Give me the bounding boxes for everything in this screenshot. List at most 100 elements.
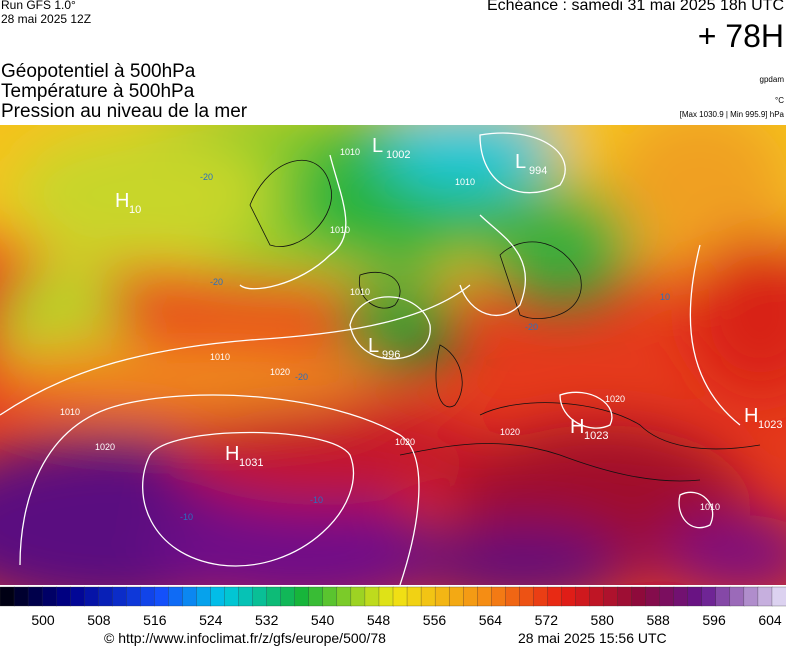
colorbar-swatch	[350, 586, 366, 607]
center-value: 1031	[239, 457, 263, 469]
center-symbol: L	[372, 135, 383, 157]
contour-label: -20	[295, 372, 308, 382]
contour-label: 1020	[270, 367, 290, 377]
colorbar-swatch	[645, 586, 661, 607]
contour-label: -20	[210, 277, 223, 287]
contour-label: 1010	[60, 407, 80, 417]
center-symbol: H	[570, 416, 584, 438]
colorbar-swatch	[280, 586, 296, 607]
contour-label: -10	[310, 495, 323, 505]
colorbar-swatch	[617, 586, 633, 607]
center-symbol: H	[115, 190, 129, 212]
center-value: 1023	[758, 419, 782, 431]
center-value: 1002	[386, 149, 410, 161]
colorbar-swatch	[27, 586, 43, 607]
colorbar-swatch	[631, 586, 647, 607]
colorbar-swatch	[392, 586, 408, 607]
contour-label: 1010	[700, 502, 720, 512]
contour-label: 1010	[455, 177, 475, 187]
colorbar-swatch	[729, 586, 745, 607]
unit: °C	[775, 96, 784, 105]
colorbar-swatch	[252, 586, 268, 607]
colorbar-swatch	[575, 586, 591, 607]
isobars	[0, 132, 741, 585]
colorbar-swatch	[743, 586, 759, 607]
center-value: 996	[382, 349, 400, 361]
colorbar-swatch	[463, 586, 478, 607]
contour-label: 1010	[330, 225, 350, 235]
colorbar-swatch	[168, 586, 184, 607]
run-time: 28 mai 2025 12Z	[1, 12, 92, 26]
colorbar-label: 524	[199, 612, 223, 628]
contour-label: 1010	[350, 287, 370, 297]
colorbar-label: 548	[367, 612, 391, 628]
colorbar-swatch	[519, 586, 535, 607]
colorbar-swatch	[505, 586, 520, 607]
colorbar-swatch	[364, 586, 380, 607]
colorbar-swatch	[547, 586, 563, 607]
colorbar-swatch	[182, 586, 198, 607]
colorbar-swatch	[533, 586, 549, 607]
center-symbol: H	[225, 443, 239, 465]
footer-timestamp: 28 mai 2025 15:56 UTC	[518, 630, 667, 646]
colorbar-label: 556	[423, 612, 447, 628]
colorbar-swatch	[336, 586, 352, 607]
center-symbol: L	[368, 335, 379, 357]
colorbar-swatch	[701, 586, 717, 607]
colorbar-swatch	[603, 586, 619, 607]
contour-label: 10	[660, 292, 670, 302]
colorbar-swatch	[771, 586, 786, 607]
colorbar-swatch	[266, 586, 282, 607]
colorbar-label: 532	[255, 612, 279, 628]
colorbar-label: 516	[143, 612, 167, 628]
colorbar-swatch	[308, 586, 324, 607]
contour-label: 1020	[605, 394, 625, 404]
colorbar-swatch	[0, 586, 15, 607]
colorbar-swatch	[659, 586, 675, 607]
center-value: 994	[529, 165, 547, 177]
colorbar-swatch	[491, 586, 506, 607]
colorbar-swatch	[112, 586, 127, 607]
contour-label: -10	[180, 512, 193, 522]
unit: [Max 1030.9 | Min 995.9] hPa	[679, 110, 784, 119]
center-symbol: H	[744, 405, 758, 427]
layer: Géopotentiel à 500hPa	[1, 61, 196, 82]
colorbar-swatch	[84, 586, 99, 607]
colorbar-swatch	[196, 586, 212, 607]
colorbar-label: 572	[535, 612, 559, 628]
valid-time: Echéance : samedi 31 mai 2025 18h UTC	[486, 0, 784, 14]
colorbar: 500 508 516 524 532 540 548 556 564 572 580 588 596 6…	[0, 586, 786, 628]
colorbar-label: 500	[31, 612, 55, 628]
contour-label: -20	[200, 172, 213, 182]
colorbar-swatch	[294, 586, 310, 607]
unit: gpdam	[759, 75, 784, 84]
colorbar-swatch	[70, 586, 85, 607]
colorbar-label: 596	[702, 612, 726, 628]
colorbar-swatch	[757, 586, 773, 607]
contour-label: 1020	[395, 437, 415, 447]
lead-time: + 78H	[697, 18, 784, 54]
contour-label: 1020	[95, 442, 115, 452]
colorbar-swatch	[589, 586, 605, 607]
center-symbol: L	[515, 151, 526, 173]
colorbar-label: 564	[479, 612, 503, 628]
colorbar-swatch	[238, 586, 254, 607]
layer: Pression au niveau de la mer	[1, 101, 248, 122]
center-value: 1023	[584, 430, 608, 442]
colorbar-label: 540	[311, 612, 335, 628]
colorbar-swatch	[154, 586, 170, 607]
colorbar-swatch	[477, 586, 492, 607]
contour-label: 1010	[210, 352, 230, 362]
colorbar-swatch	[140, 586, 156, 607]
colorbar-swatch	[448, 586, 464, 607]
temperature-field	[0, 125, 786, 585]
colorbar-swatch	[378, 586, 394, 607]
colorbar-swatch	[13, 586, 29, 607]
coastlines	[249, 160, 761, 482]
contour-label: 1020	[500, 427, 520, 437]
colorbar-swatch	[434, 586, 450, 607]
colorbar-swatch	[41, 586, 57, 607]
colorbar-swatch	[322, 586, 338, 607]
